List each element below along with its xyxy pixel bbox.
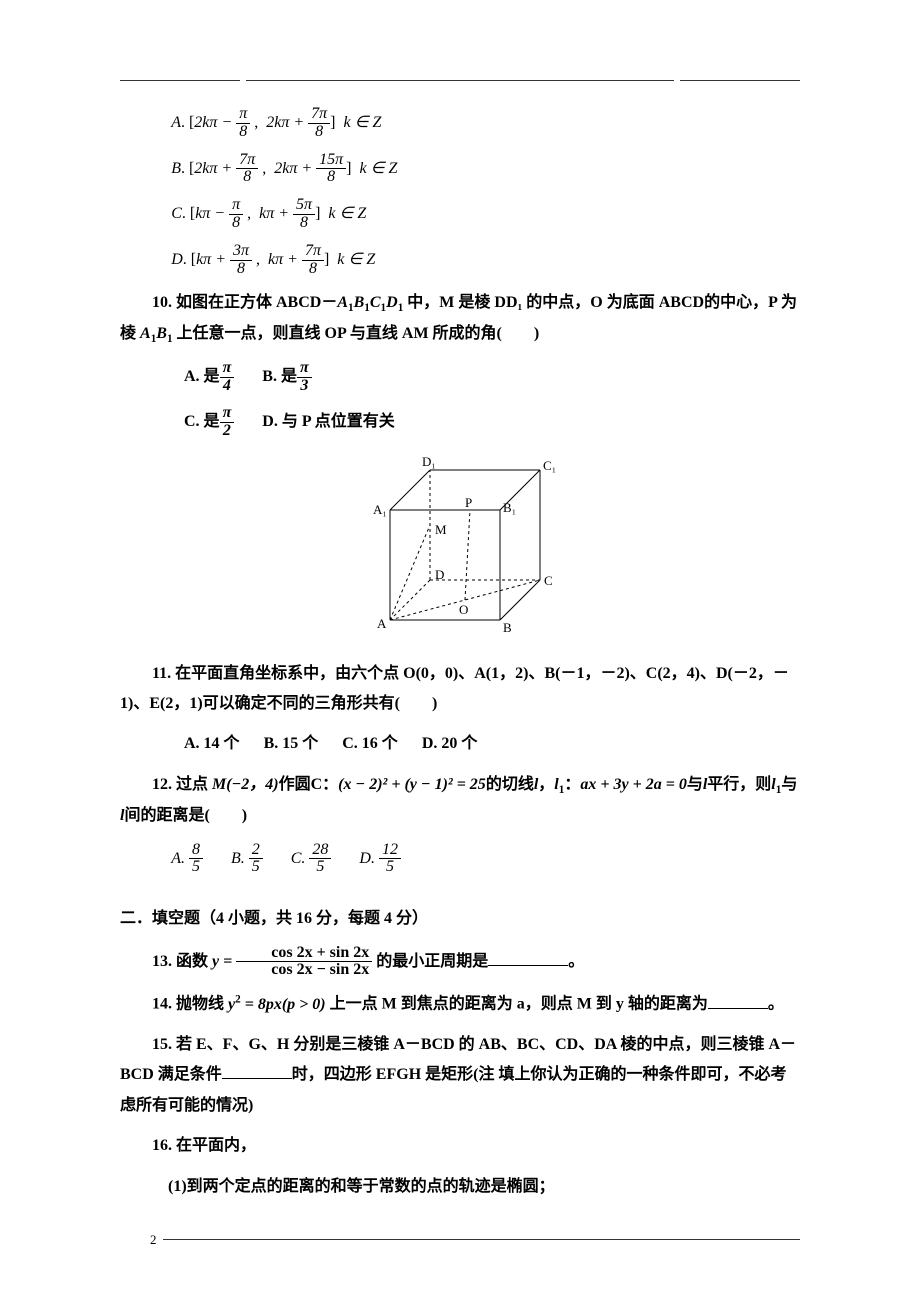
lbl-B: B [503,620,512,635]
lbl-C: C [544,573,553,588]
q11-C: C. 16 个 [342,735,398,752]
q9-option-C: C. [kπ − π8 , kπ + 5π8] k ∈ Z [120,196,800,232]
lbl-D1: D₁ [422,454,436,469]
q13-t2: 的最小正周期是 [372,953,488,970]
q16-sub1-text: (1)到两个定点的距离的和等于常数的点的轨迹是椭圆； [168,1178,555,1195]
q10-opts-row1: A. 是π4 B. 是π3 [184,360,800,395]
q12-m2: (x − 2)² + (y − 1)² = 25 [338,776,486,793]
q14: 14. 抛物线 y2 = 8px(p > 0) 上一点 M 到焦点的距离为 a，… [120,989,800,1020]
q11-stem: 11. 在平面直角坐标系中，由六个点 O(0，0)、A(1，2)、B(－1，－2… [120,659,800,720]
q11-text: 在平面直角坐标系中，由六个点 O(0，0)、A(1，2)、B(－1，－2)、C(… [120,665,789,712]
q13: 13. 函数 y = cos 2x + sin 2xcos 2x − sin 2… [120,945,800,980]
lbl-D: D [435,567,444,582]
q14-t2: 上一点 M 到焦点的距离为 a，则点 M 到 y 轴的距离为 [326,996,708,1013]
footer: 2 [120,1232,800,1248]
q12-C: C. 285 [291,850,332,867]
q12-num: 12. [152,776,176,793]
q13-blank [488,949,568,966]
q13-t1: 函数 [176,953,212,970]
q15: 15. 若 E、F、G、H 分别是三棱锥 A－BCD 的 AB、BC、CD、DA… [120,1030,800,1121]
cube-figure: D₁ C₁ A₁ B₁ P M D C A B O [120,452,800,647]
q10-stem: 10. 如图在正方体 ABCD－A1B1C1D1 中，M 是棱 DD₁ 的中点，… [120,288,800,351]
q16-sub1: (1)到两个定点的距离的和等于常数的点的轨迹是椭圆； [168,1172,800,1202]
q9-option-D: D. [kπ + 3π8 , kπ + 7π8] k ∈ Z [120,242,800,278]
q10-B: B. 是π3 [262,368,311,385]
q12-D: D. 125 [359,850,401,867]
q9-option-B: B. [2kπ + 7π8 , 2kπ + 15π8] k ∈ Z [120,151,800,187]
q10-C: C. 是π2 [184,413,234,430]
q12-t1: 过点 [176,776,212,793]
q14-blank [708,992,768,1009]
q10-opts-row2: C. 是π2 D. 与 P 点位置有关 [184,405,800,440]
q12-m3: ax + 3y + 2a = 0 [580,776,686,793]
q9-option-A: A. [2kπ − π8 , 2kπ + 7π8] k ∈ Z [120,105,800,141]
q16-t: 在平面内， [176,1137,256,1154]
section-2-title: 二．填空题（4 小题，共 16 分，每题 4 分） [120,904,800,934]
q10-t3: 上任意一点，则直线 OP 与直线 AM 所成的角( ) [173,325,540,342]
q14-num: 14. [152,996,176,1013]
q10-number: 10. [152,294,176,311]
q12-t8: 间的距离是( ) [124,807,247,824]
q14-t1: 抛物线 [176,996,228,1013]
lbl-C1: C₁ [543,458,556,473]
lbl-P: P [465,495,472,510]
q12-t7: 与 [781,776,797,793]
q11-opts: A. 14 个 B. 15 个 C. 16 个 D. 20 个 [184,729,800,759]
q12-A: A. 85 [171,850,203,867]
q11-num: 11. [152,665,175,682]
q11-B: B. 15 个 [264,735,319,752]
q12-t4: ： [564,776,580,793]
lbl-M: M [435,522,447,537]
q16: 16. 在平面内， [120,1131,800,1161]
q15-blank [222,1062,292,1079]
page-number: 2 [150,1232,157,1248]
q12-t3: 的切线 [486,776,534,793]
q11-A: A. 14 个 [184,735,240,752]
q15-num: 15. [152,1036,176,1053]
q12-t2: 作圆C： [279,776,339,793]
lbl-O: O [459,602,468,617]
q10-t1: 如图在正方体 ABCD－ [176,294,337,311]
lbl-B1: B₁ [503,500,516,515]
q12-opts: A. 85 B. 25 C. 285 D. 125 [171,842,800,877]
q12-t6: 平行，则 [707,776,771,793]
q12-t5: 与 [687,776,703,793]
q13-num: 13. [152,953,176,970]
lbl-A1: A₁ [373,502,387,517]
q10-D: D. 与 P 点位置有关 [262,413,394,430]
q14-p: 。 [768,996,784,1013]
q13-p: 。 [568,953,584,970]
q16-num: 16. [152,1137,176,1154]
q12-B: B. 25 [231,850,263,867]
header-rule [120,80,800,81]
q12-m1: M(−2，4) [212,776,279,793]
q12-stem: 12. 过点 M(−2，4)作圆C：(x − 2)² + (y − 1)² = … [120,770,800,832]
q10-A: A. 是π4 [184,368,234,385]
q11-D: D. 20 个 [422,735,478,752]
lbl-A: A [377,616,387,631]
